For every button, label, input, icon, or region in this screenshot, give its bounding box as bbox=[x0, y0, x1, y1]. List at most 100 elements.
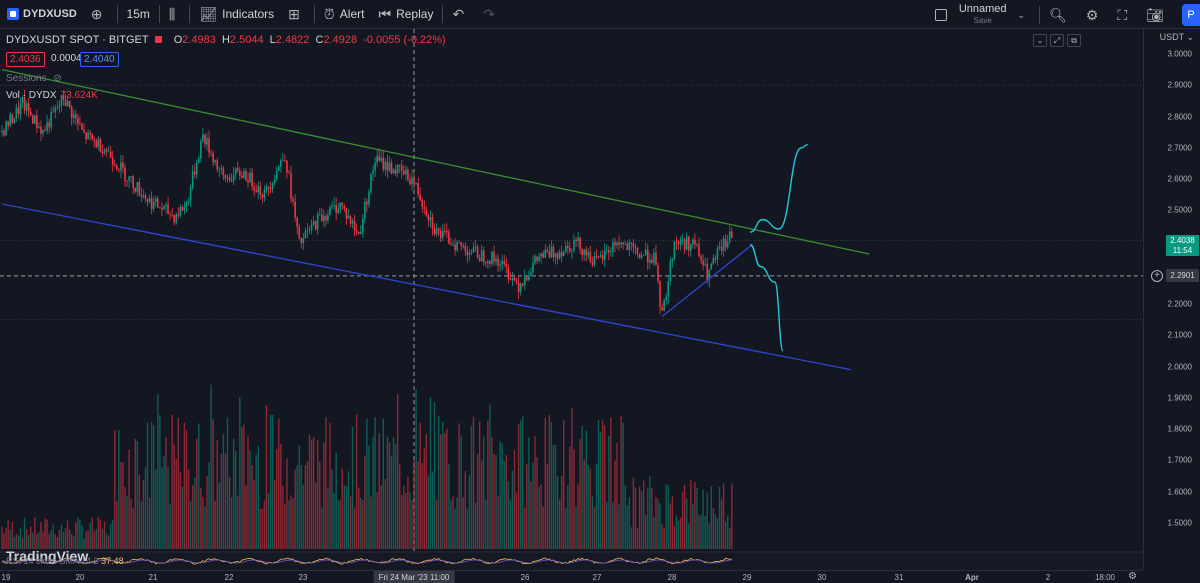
volume-bar bbox=[571, 407, 573, 549]
volume-bar bbox=[5, 527, 7, 549]
volume-bar bbox=[429, 397, 432, 549]
candle-body bbox=[138, 181, 141, 195]
candle-body bbox=[534, 256, 536, 263]
interval-button[interactable]: 15m bbox=[120, 0, 157, 29]
candle-body bbox=[554, 253, 557, 257]
eye-crossed-icon[interactable]: ⊘ bbox=[53, 73, 62, 84]
volume-bar bbox=[366, 418, 368, 549]
restore-pane-icon[interactable]: ⧉ bbox=[1067, 34, 1081, 47]
candle-body bbox=[126, 180, 128, 182]
volume-bar bbox=[60, 524, 63, 549]
replay-button[interactable]: ⏮︎ Replay bbox=[371, 0, 440, 29]
volume-bar bbox=[698, 515, 700, 549]
time-axis[interactable]: ⚙ 19 20 21 22 23 26 27 28 29 30 31 Apr 2 18:00 Fri 24 … bbox=[0, 570, 1143, 583]
legend-low-value: 2.4822 bbox=[275, 34, 310, 46]
volume-bar bbox=[46, 519, 48, 549]
candle-body bbox=[646, 249, 649, 263]
volume-bar bbox=[632, 477, 635, 549]
layout-menu-button[interactable]: ⌄ bbox=[1011, 0, 1038, 29]
volume-bar bbox=[483, 436, 485, 549]
time-tick-label: 31 bbox=[894, 573, 904, 582]
redo-icon: ↷ bbox=[483, 6, 495, 22]
redo-button[interactable]: ↷ bbox=[476, 0, 507, 29]
symbol-search-button[interactable]: DYDXUSD bbox=[0, 0, 84, 29]
candle-body bbox=[466, 250, 469, 256]
legend-symbol-title[interactable]: DYDXUSDT SPOT · BITGET bbox=[6, 34, 149, 46]
volume-bar bbox=[23, 517, 26, 549]
candle-body bbox=[81, 124, 83, 130]
indicators-button[interactable]: 📈︎ Indicators bbox=[192, 0, 281, 29]
volume-bar bbox=[259, 508, 261, 549]
candle-body bbox=[722, 238, 725, 251]
candle-body bbox=[220, 168, 223, 170]
legend-close-value: 2.4928 bbox=[323, 34, 358, 46]
volume-bar bbox=[546, 463, 548, 549]
fullscreen-button[interactable]: ⛶ bbox=[1110, 0, 1139, 29]
time-tick-label: 21 bbox=[148, 573, 158, 582]
volume-bar bbox=[73, 536, 75, 549]
axis-settings-icon[interactable]: ⚙ bbox=[1128, 571, 1137, 582]
candle-body bbox=[118, 169, 120, 171]
currency-selector[interactable]: USDT ⌄ bbox=[1159, 32, 1194, 42]
candle-body bbox=[249, 172, 251, 183]
volume-bar bbox=[647, 488, 649, 549]
snapshot-button[interactable]: 📷︎ bbox=[1139, 0, 1176, 29]
volume-bar bbox=[657, 498, 659, 549]
rsi-legend[interactable]: RSI 14 close SMA 14 2 37.48 bbox=[6, 556, 124, 566]
volume-bar bbox=[7, 519, 9, 549]
candle-body bbox=[583, 249, 585, 256]
candle-body bbox=[612, 242, 614, 252]
candle-body bbox=[314, 221, 317, 230]
volume-bar bbox=[507, 481, 510, 549]
volume-bar bbox=[364, 455, 366, 549]
candle-body bbox=[628, 242, 631, 250]
maximize-pane-icon[interactable]: ⤢ bbox=[1050, 34, 1064, 47]
candle-body bbox=[685, 236, 688, 250]
volume-bar bbox=[196, 438, 198, 549]
candle-body bbox=[642, 254, 645, 256]
volume-bar bbox=[48, 533, 50, 549]
add-alert-plus-icon[interactable]: + bbox=[1151, 269, 1163, 282]
candle-body bbox=[532, 262, 534, 273]
chart-pane[interactable]: DYDXUSDT SPOT · BITGET O2.4983 H2.5044 L… bbox=[0, 29, 1143, 570]
candle-body bbox=[56, 107, 59, 109]
volume-bar bbox=[112, 519, 114, 549]
buy-price-button[interactable]: 2.4040 bbox=[80, 52, 119, 67]
price-chart-canvas[interactable] bbox=[0, 29, 1143, 570]
candle-body bbox=[464, 245, 467, 251]
sell-price-button[interactable]: 2.4036 bbox=[6, 52, 45, 67]
volume-bar bbox=[513, 449, 516, 549]
candle-body bbox=[382, 157, 385, 170]
settings-button[interactable]: ⚙ bbox=[1079, 0, 1111, 29]
volume-bar bbox=[228, 477, 231, 549]
collapse-pane-icon[interactable]: ⌄ bbox=[1033, 34, 1047, 47]
volume-bar bbox=[239, 397, 241, 549]
indicators-icon: 📈︎ bbox=[199, 6, 218, 22]
sessions-indicator-legend[interactable]: Sessions ⊘ bbox=[6, 73, 62, 84]
price-axis[interactable]: USDT ⌄ 3.0000 2.9000 2.8000 2.7000 2.6000 2.5… bbox=[1143, 29, 1200, 570]
alert-button[interactable]: ⏰︎ Alert bbox=[317, 0, 372, 29]
undo-button[interactable]: ↶ bbox=[445, 0, 476, 29]
chart-type-button[interactable]: ⫼ bbox=[162, 0, 187, 29]
volume-bar bbox=[120, 462, 122, 549]
time-tick-label: 19 bbox=[1, 573, 11, 582]
publish-button[interactable]: P bbox=[1182, 3, 1200, 26]
candle-body bbox=[292, 198, 294, 202]
candle-body bbox=[562, 251, 565, 257]
volume-legend[interactable]: Vol · DYDX 73.624K bbox=[6, 90, 98, 101]
candle-body bbox=[245, 170, 247, 180]
volume-bar bbox=[323, 442, 325, 549]
volume-bar bbox=[269, 414, 272, 549]
layout-name-button[interactable]: Unnamed Save bbox=[955, 3, 1011, 26]
volume-bar bbox=[599, 432, 602, 549]
templates-button[interactable]: ⊞ bbox=[281, 0, 312, 29]
quick-search-button[interactable]: 🔍︎ bbox=[1042, 0, 1079, 29]
candle-body bbox=[439, 230, 442, 239]
volume-bar bbox=[579, 439, 581, 549]
volume-bar bbox=[312, 437, 315, 549]
crosshair-time-label: Fri 24 Mar '23 11:00 bbox=[373, 571, 455, 583]
compare-symbol-button[interactable]: ⊕ bbox=[84, 0, 115, 29]
layout-select-icon[interactable] bbox=[934, 8, 947, 21]
volume-bar bbox=[419, 422, 421, 549]
volume-bar bbox=[179, 472, 182, 549]
